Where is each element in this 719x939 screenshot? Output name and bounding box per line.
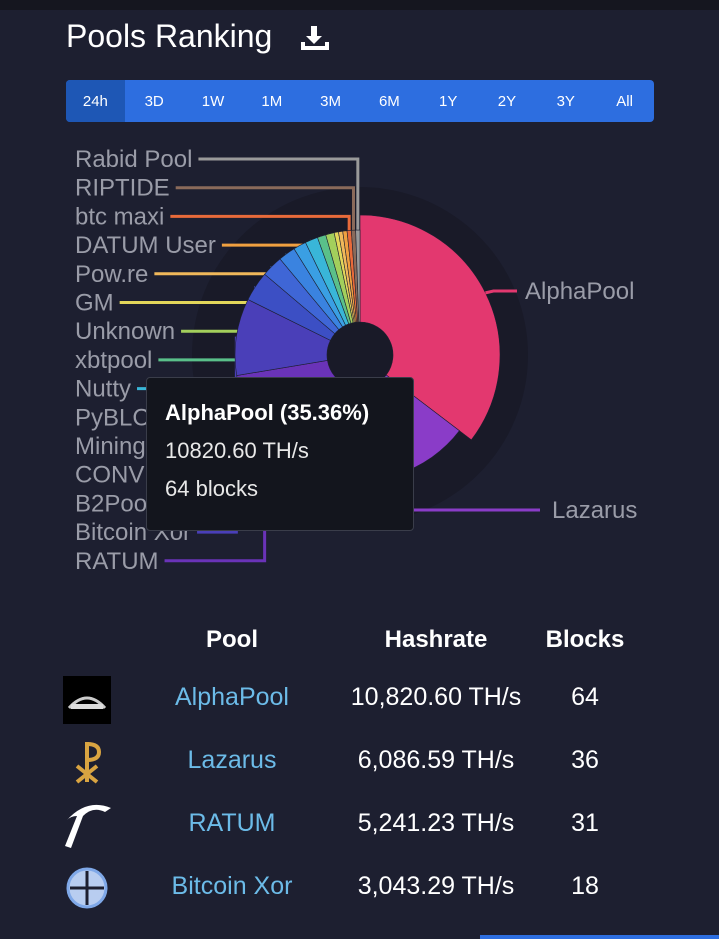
slice-label: CONV bbox=[75, 462, 144, 489]
slice-label: DATUM User bbox=[75, 232, 216, 259]
table-cell: 18 bbox=[571, 872, 599, 900]
slice-label: Pow.re bbox=[75, 261, 148, 288]
period-button[interactable]: 1W bbox=[201, 92, 225, 110]
slice-label: Unknown bbox=[75, 318, 175, 345]
pie-slice bbox=[355, 229, 361, 323]
slice-label: Mining bbox=[75, 433, 146, 460]
page-title: Pools Ranking bbox=[66, 18, 273, 54]
slice-label: AlphaPool bbox=[525, 278, 634, 305]
pie-slice bbox=[359, 214, 501, 441]
column-header: Hashrate bbox=[384, 626, 488, 653]
tooltip-hashrate: 10820.60 TH/s bbox=[165, 438, 309, 463]
scroll-indicator bbox=[480, 935, 719, 939]
table-cell: 10,820.60 TH/s bbox=[350, 683, 522, 711]
table-cell: 3,043.29 TH/s bbox=[357, 872, 515, 900]
pool-name[interactable]: Bitcoin Xor bbox=[171, 872, 293, 900]
slice-label: PyBLC bbox=[75, 404, 150, 431]
period-button[interactable]: 2Y bbox=[497, 92, 517, 110]
period-button[interactable]: 24h bbox=[66, 80, 125, 122]
period-button[interactable]: 3M bbox=[320, 92, 341, 110]
column-header: Blocks bbox=[545, 626, 625, 653]
tooltip-blocks: 64 blocks bbox=[165, 476, 258, 501]
label-line bbox=[198, 157, 360, 231]
download-button[interactable] bbox=[298, 24, 332, 54]
table-cell: 5,241.23 TH/s bbox=[357, 809, 515, 837]
period-button[interactable]: 3Y bbox=[556, 92, 575, 110]
table-cell: 31 bbox=[571, 809, 599, 837]
label-line bbox=[170, 214, 351, 231]
table-cell: 6,086.59 TH/s bbox=[357, 746, 515, 774]
slice-label: RIPTIDE bbox=[75, 175, 170, 202]
pool-name[interactable]: RATUM bbox=[188, 809, 276, 837]
pool-icon bbox=[63, 676, 111, 724]
pool-icons bbox=[63, 676, 111, 909]
period-button[interactable]: 6M bbox=[378, 92, 400, 110]
slice-label: btc maxi bbox=[75, 203, 164, 230]
slice-label: RATUM bbox=[75, 548, 159, 575]
slice-label: Nutty bbox=[75, 376, 131, 403]
pool-icon bbox=[75, 742, 102, 784]
period-button[interactable]: 3D bbox=[144, 92, 164, 110]
period-button[interactable]: 1M bbox=[261, 92, 283, 110]
slice-label: Lazarus bbox=[552, 497, 637, 524]
pool-name[interactable]: AlphaPool bbox=[175, 683, 289, 711]
period-button[interactable]: All bbox=[616, 92, 633, 110]
tooltip: AlphaPool (35.36%) 10820.60 TH/s 64 bloc… bbox=[146, 377, 414, 531]
period-button[interactable]: 1Y bbox=[439, 92, 458, 110]
slice-label: Rabid Pool bbox=[75, 146, 192, 173]
label-line bbox=[485, 289, 517, 295]
pool-icon bbox=[66, 867, 108, 909]
slice-label: GM bbox=[75, 290, 114, 317]
period-selector: 24h 3D 1W 1M 3M 6M 1Y 2Y 3Y All bbox=[66, 80, 654, 122]
column-header: Pool bbox=[206, 626, 258, 653]
tooltip-title: AlphaPool (35.36%) bbox=[165, 400, 370, 425]
slice-label: xbtpool bbox=[75, 347, 152, 374]
top-bar bbox=[0, 0, 719, 10]
slice-label: B2Poo bbox=[75, 490, 147, 517]
table-cell: 36 bbox=[571, 746, 599, 774]
label-line bbox=[175, 186, 355, 231]
table-cell: 64 bbox=[571, 683, 599, 711]
pool-icon bbox=[65, 804, 111, 848]
pool-name[interactable]: Lazarus bbox=[187, 746, 277, 774]
